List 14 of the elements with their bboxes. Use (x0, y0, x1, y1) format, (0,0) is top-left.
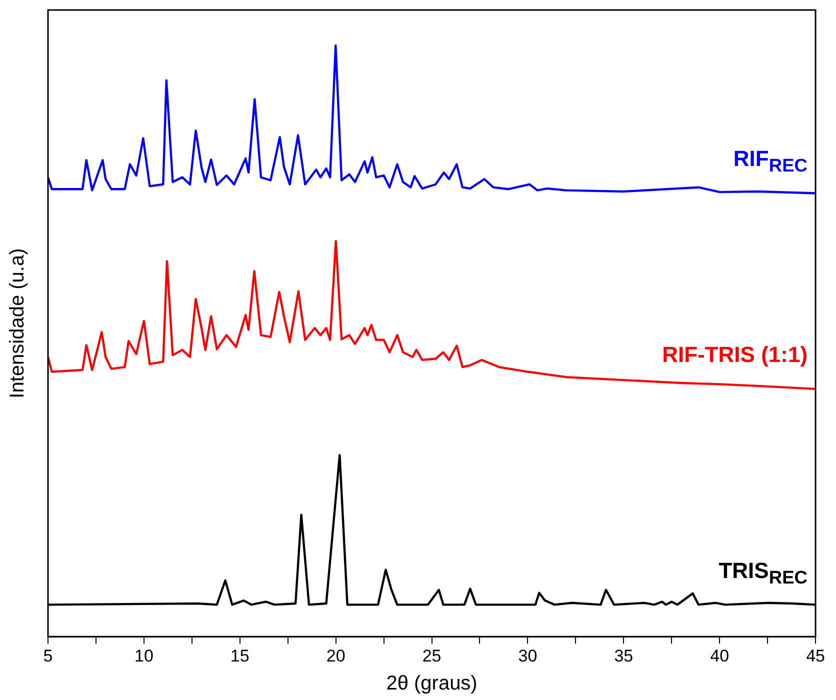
x-tick-label: 40 (710, 646, 730, 666)
x-tick-label: 20 (326, 646, 346, 666)
x-tick-label: 10 (134, 646, 154, 666)
series-label: TRIS$_{REC}$ (718, 556, 808, 590)
x-tick-label: 30 (518, 646, 538, 666)
x-tick-label: 35 (614, 646, 634, 666)
series-label: RIF-TRIS (1:1) (662, 340, 808, 369)
y-axis-title: Intensidade (u.a) (6, 248, 29, 398)
x-tick-label: 25 (422, 646, 442, 666)
x-axis-title: 2θ (graus) (386, 672, 478, 695)
x-tick-label: 15 (230, 646, 250, 666)
x-tick-label: 45 (806, 646, 826, 666)
x-tick-label: 5 (43, 646, 53, 666)
series-label: RIF$_{REC}$ (733, 145, 808, 178)
